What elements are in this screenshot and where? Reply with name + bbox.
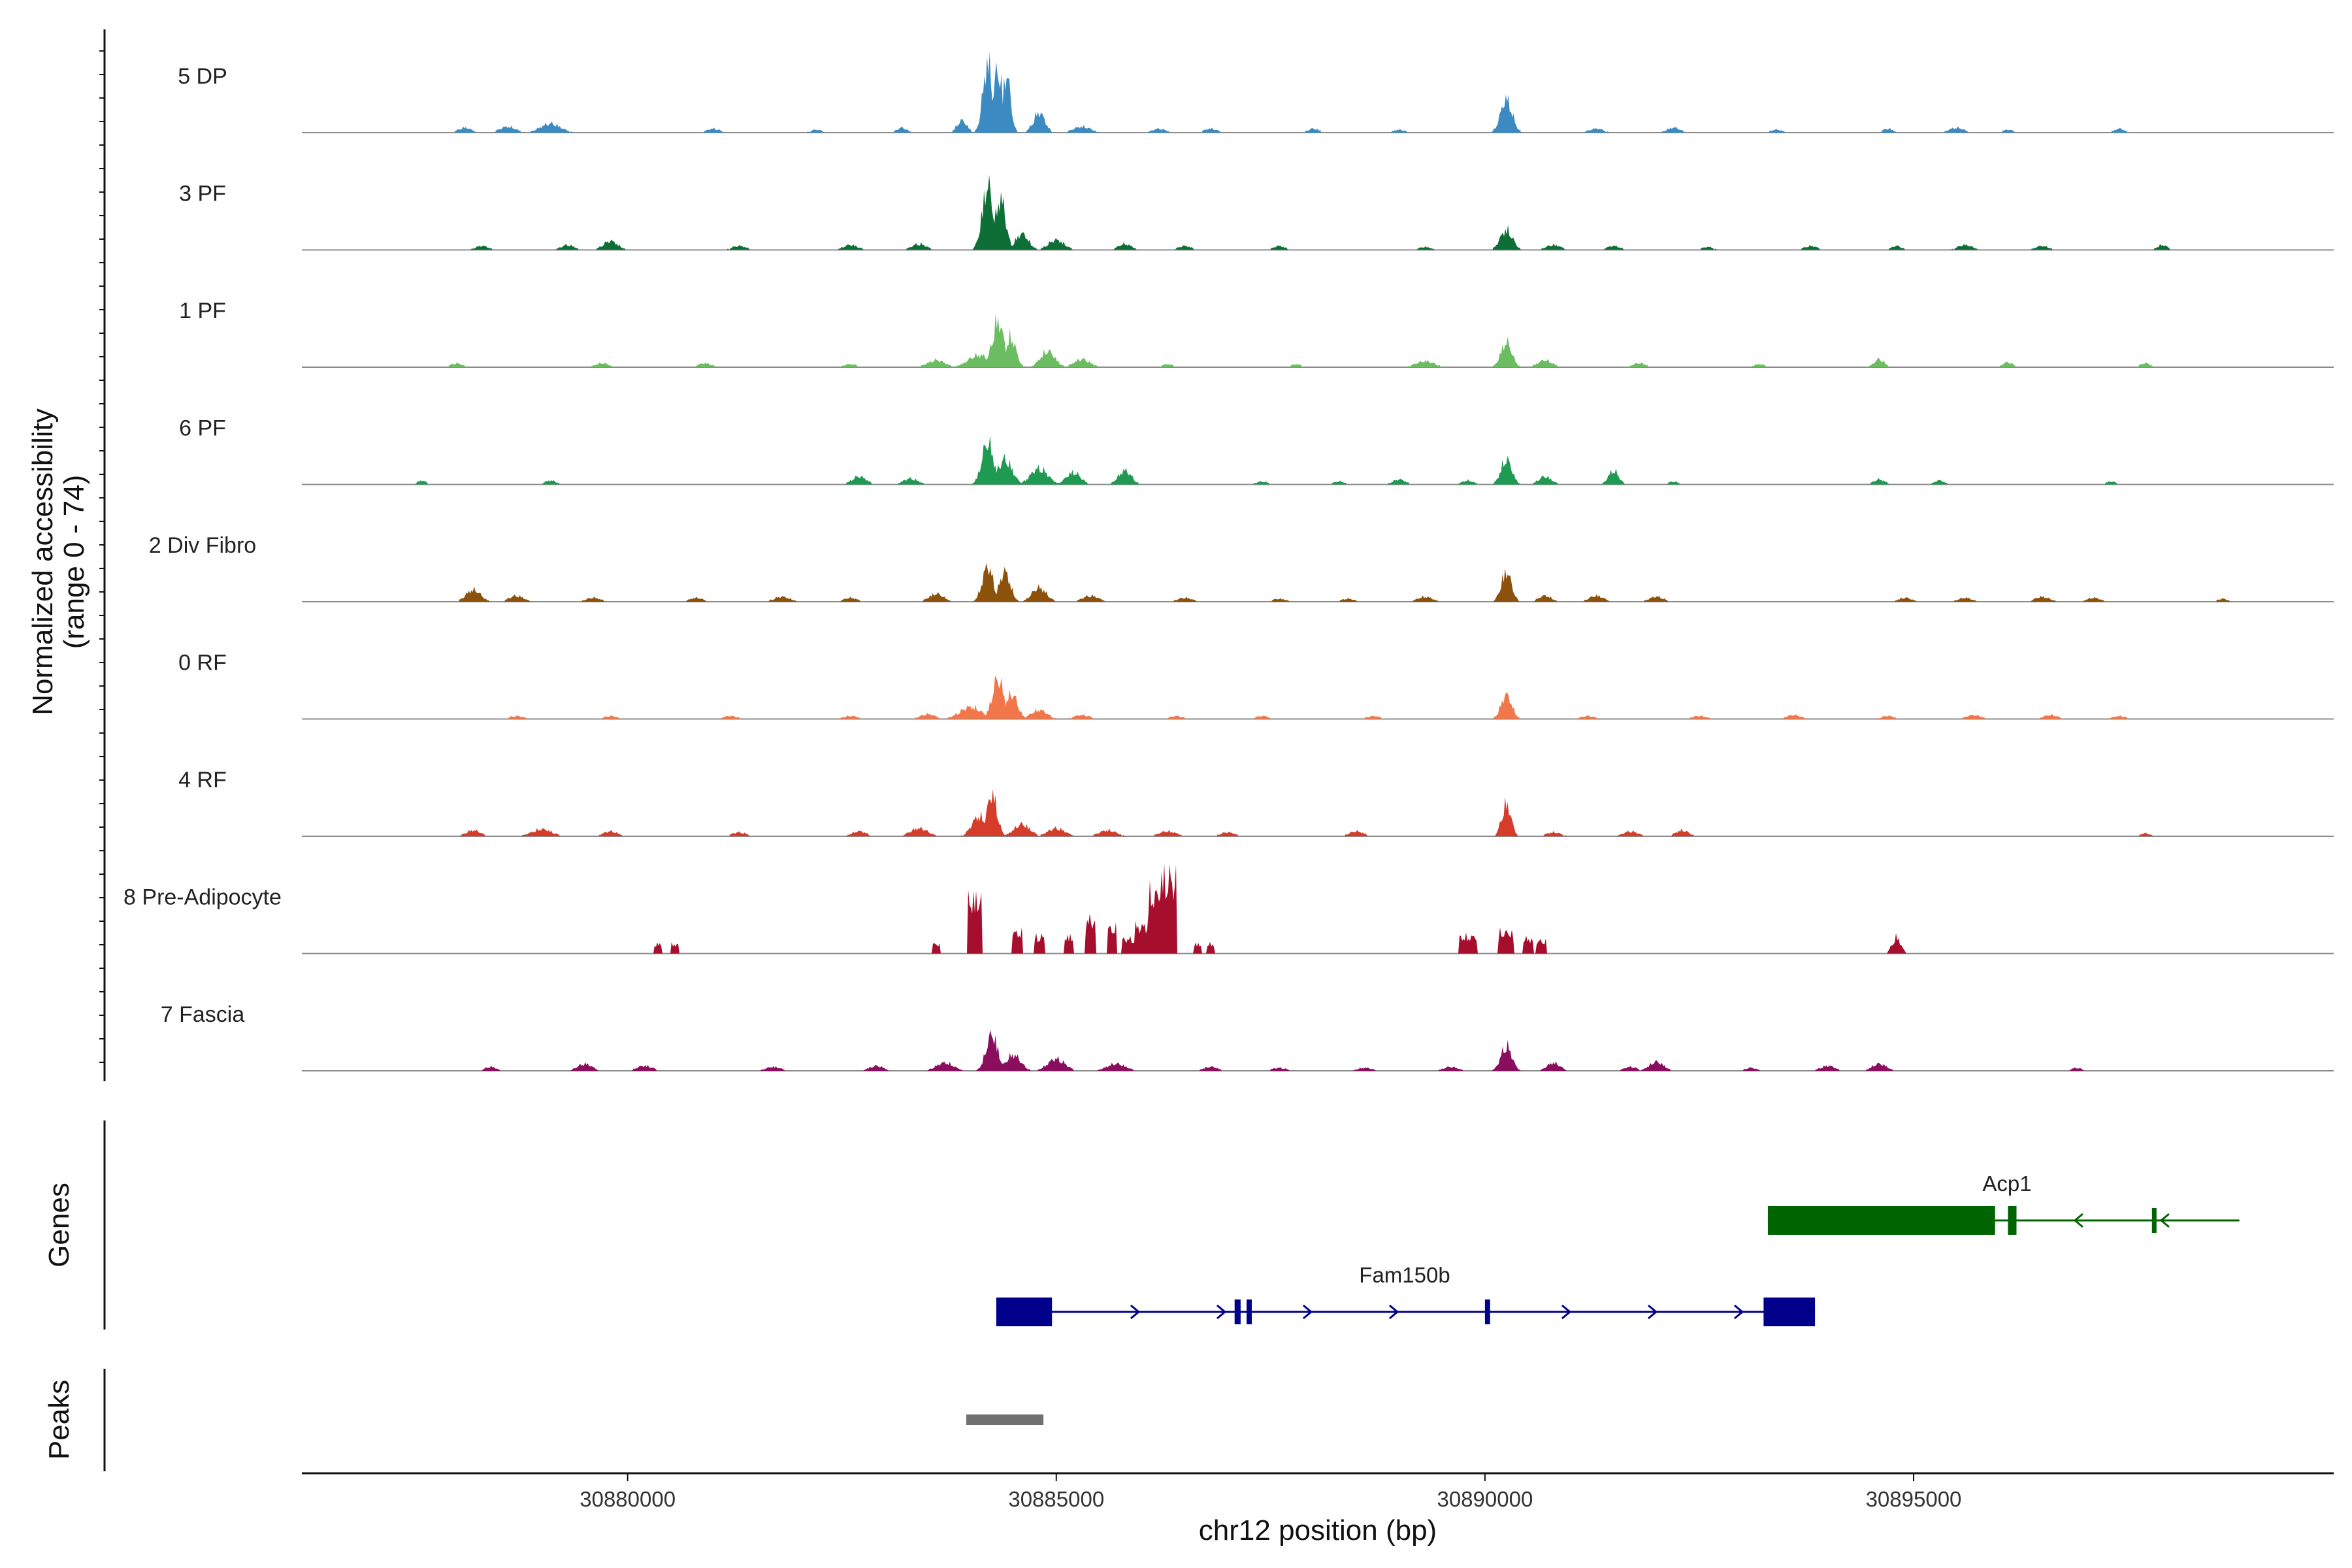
peak-regions xyxy=(966,1414,1044,1425)
coverage-area xyxy=(421,563,2283,602)
strand-chevron xyxy=(1216,1304,1227,1320)
x-axis-ticks: 30880000 30885000 30890000 30895000 xyxy=(580,1473,1961,1511)
coverage-track: 5 DP xyxy=(178,52,2334,133)
coverage-y-axis-title: Normalized accessibility (range 0 - 74) xyxy=(27,408,90,715)
x-axis: 30880000 30885000 30890000 30895000 chr12 p… xyxy=(302,1472,2334,1546)
peak-region-bar xyxy=(966,1414,1044,1425)
track-label: 1 PF xyxy=(179,299,226,323)
coverage-y-axis xyxy=(99,29,106,1081)
x-axis-label: chr12 position (bp) xyxy=(1199,1514,1437,1546)
y-axis-label: Normalized accessibility xyxy=(27,408,59,715)
track-label: 6 PF xyxy=(179,416,226,441)
track-label: 3 PF xyxy=(179,182,226,206)
track-label: 8 Pre-Adipocyte xyxy=(123,885,282,910)
coverage-area xyxy=(653,862,1914,954)
coverage-area xyxy=(430,52,2188,133)
y-axis-range-label: (range 0 - 74) xyxy=(58,475,90,649)
coverage-track: 6 PF xyxy=(179,416,2334,485)
gene-model: Acp1 xyxy=(1767,1171,2240,1235)
track-label: 4 RF xyxy=(178,768,227,792)
strand-chevron xyxy=(2159,1213,2170,1228)
peaks-panel: Peaks xyxy=(43,1369,1044,1471)
gene-exon xyxy=(1234,1299,1241,1324)
gene-exon xyxy=(2008,1206,2017,1235)
coverage-tracks: 5 DP 3 PF 1 PF 6 PF 2 Div Fibro 0 RF 4 RF 8 Pre… xyxy=(123,52,2334,1071)
x-tick-label: 30885000 xyxy=(1008,1487,1104,1511)
coverage-area xyxy=(379,174,2197,250)
gene-name-label: Acp1 xyxy=(1982,1171,2031,1196)
coverage-area xyxy=(404,435,2180,485)
strand-chevron xyxy=(1647,1304,1658,1320)
genes-panel: Genes Acp1 Fam150b xyxy=(43,1120,2240,1330)
gene-model: Fam150b xyxy=(996,1263,1816,1326)
genes-panel-title: Genes xyxy=(43,1183,75,1267)
coverage-track: 0 RF xyxy=(178,651,2334,720)
coverage-track: 4 RF xyxy=(178,768,2334,837)
strand-chevron xyxy=(1733,1304,1744,1320)
coverage-track: 7 Fascia xyxy=(161,1002,2334,1071)
strand-chevron xyxy=(1561,1304,1572,1320)
track-label: 7 Fascia xyxy=(161,1002,245,1027)
gene-exon xyxy=(1247,1299,1252,1324)
coverage-track: 8 Pre-Adipocyte xyxy=(123,862,2334,955)
coverage-area xyxy=(421,314,2197,367)
track-label: 2 Div Fibro xyxy=(149,533,256,558)
gene-name-label: Fam150b xyxy=(1359,1263,1450,1287)
gene-exon xyxy=(996,1298,1053,1326)
x-tick-label: 30890000 xyxy=(1437,1487,1533,1511)
peaks-panel-title: Peaks xyxy=(43,1380,75,1460)
gene-exon xyxy=(1763,1298,1816,1326)
gene-exon xyxy=(2151,1208,2157,1233)
strand-chevron xyxy=(1302,1304,1313,1320)
gene-exon xyxy=(1767,1206,1995,1235)
strand-chevron xyxy=(1388,1304,1399,1320)
strand-chevron xyxy=(2073,1213,2083,1228)
coverage-track: 2 Div Fibro xyxy=(149,533,2334,602)
gene-exon xyxy=(1484,1299,1490,1324)
track-label: 0 RF xyxy=(178,651,227,676)
coverage-area xyxy=(421,789,2180,836)
coverage-area xyxy=(421,1030,2111,1071)
coverage-area xyxy=(448,675,2188,719)
x-tick-label: 30880000 xyxy=(580,1487,676,1511)
coverage-track: 3 PF xyxy=(179,174,2334,251)
coverage-track: 1 PF xyxy=(179,299,2334,368)
gene-models: Acp1 Fam150b xyxy=(996,1171,2240,1326)
strand-chevron xyxy=(1130,1304,1141,1320)
track-label: 5 DP xyxy=(178,64,227,89)
x-tick-label: 30895000 xyxy=(1866,1487,1962,1511)
